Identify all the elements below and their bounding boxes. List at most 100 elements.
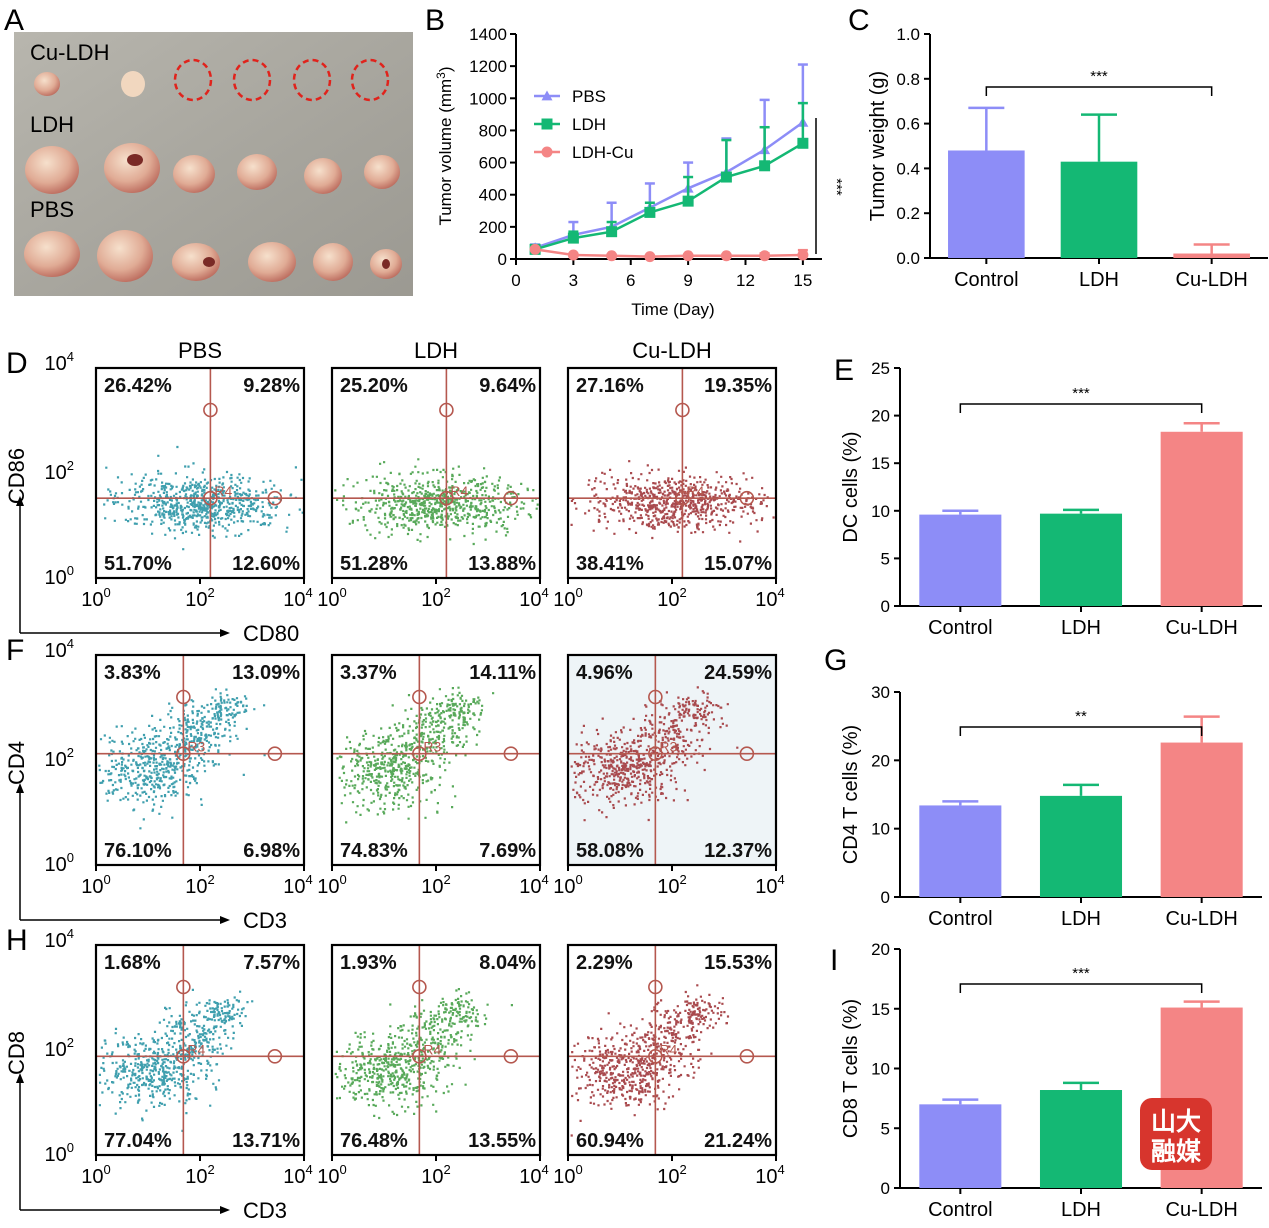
watermark-badge: [1140, 1098, 1212, 1170]
quadrant-lower-left: 76.48%: [340, 1130, 408, 1152]
x-tick-label: 100: [81, 1162, 110, 1188]
quadrant-upper-left: 25.20%: [340, 375, 408, 397]
quadrant-lower-right: 15.07%: [704, 553, 772, 575]
series-line-pbs: [534, 121, 804, 249]
y-tick-label: 0: [881, 1179, 890, 1198]
empty-tumor-circle: [173, 58, 213, 102]
gate-handle: [648, 746, 663, 762]
x-tick-label: 104: [519, 585, 548, 611]
tumor-volume-line-chart: B 0 200 400 600 800 1000 1200 1400 0 3 6 9 12 15 Time …: [425, 4, 845, 319]
y-tick-label: 10: [871, 1060, 890, 1079]
quadrant-lower-left: 76.10%: [104, 840, 172, 862]
watermark-line-1: 山大: [1151, 1107, 1201, 1136]
plot-frame: [566, 366, 778, 580]
y-tick-label: 20: [871, 940, 890, 959]
data-point: [682, 250, 694, 262]
tumor-pbs: [172, 243, 220, 281]
quadrant-upper-left: 26.42%: [104, 375, 172, 397]
quadrant-upper-left: 1.93%: [340, 952, 397, 974]
quadrant-upper-right: 14.11%: [469, 662, 536, 684]
tumor-pbs: [24, 231, 80, 277]
flow-column-title: LDH: [414, 338, 458, 363]
y-tick-label: 1000: [469, 89, 507, 108]
tumor-pbs: [248, 242, 296, 282]
data-point: [797, 137, 809, 149]
gate-label: R4: [686, 483, 704, 499]
x-arrow-head: [220, 629, 230, 637]
y-tick-label: 20: [871, 407, 890, 426]
tumor-pbs: [313, 243, 353, 281]
data-point: [720, 250, 732, 262]
scatter-events: [334, 988, 513, 1120]
gate-handle: [267, 746, 283, 762]
significance-label: ***: [1090, 68, 1108, 85]
gate-handle: [203, 490, 218, 506]
y-tick-label: 0: [881, 597, 890, 616]
x-tick-label: 6: [626, 271, 635, 290]
x-tick-label: 100: [553, 872, 582, 898]
x-tick-label: 104: [283, 585, 312, 611]
empty-tumor-circle: [292, 58, 332, 102]
tumor-ldh: [364, 155, 400, 189]
x-tick-label: 3: [569, 271, 578, 290]
gate-handle: [412, 746, 427, 762]
panel-label-e: E: [834, 354, 854, 387]
quadrant-upper-right: 9.64%: [479, 375, 536, 397]
bar-control: [919, 805, 1002, 897]
quadrant-lower-right: 7.69%: [479, 840, 536, 862]
flow-plot: R4 25.20% 9.64% 51.28% 13.88% 100 102 104: [317, 366, 549, 611]
tumor-weight-bar-chart: C 0.0 0.2 0.4 0.6 0.8 1.0 Control LDH Cu-LDH Tumo…: [848, 4, 1268, 291]
x-tick-label: 102: [657, 872, 686, 898]
empty-tumor-circle: [350, 58, 390, 102]
panel-label-c: C: [848, 4, 870, 37]
gate-handle: [648, 689, 663, 705]
y-tick-label: 0.0: [896, 249, 920, 268]
quadrant-lower-left: 51.70%: [104, 553, 172, 575]
row-label-cu-ldh: Cu-LDH: [30, 40, 109, 65]
gate-label: R4: [214, 483, 232, 499]
dc-cells-bar-chart: E 0 5 10 15 20 25 Control LDH Cu-LDH DC cells (%)…: [834, 354, 1262, 639]
tumor-pbs-spot: [382, 259, 390, 269]
gate-label: R4: [659, 1041, 677, 1057]
data-point: [644, 251, 656, 263]
tumor-ldh: [104, 143, 160, 193]
tumor-ldh: [25, 146, 79, 194]
flow-y-label: CD8: [4, 1031, 29, 1075]
y-tick-label: 1400: [469, 25, 507, 44]
quadrant-upper-left: 1.68%: [104, 952, 161, 974]
legend-label: PBS: [572, 87, 606, 106]
gate-handle: [648, 1049, 663, 1064]
x-tick-label: 100: [81, 872, 110, 898]
y-tick-label: 100: [45, 850, 74, 876]
gate-handle: [203, 402, 218, 418]
y-axis-label: CD8 T cells (%): [840, 999, 862, 1138]
quadrant-lower-left: 60.94%: [576, 1130, 644, 1152]
bar-ldh: [1039, 795, 1123, 897]
x-tick-label: 9: [683, 271, 692, 290]
data-point: [541, 90, 553, 101]
x-arrow-head: [220, 916, 230, 924]
quadrant-lower-right: 13.88%: [468, 553, 536, 575]
flow-plot: R3 4.96% 24.59% 58.08% 12.37% 100 102 104: [553, 653, 785, 898]
flow-plot: R4 1.68% 7.57% 77.04% 13.71% 100 102 104 104 102 1…: [45, 926, 313, 1188]
gate-handle: [439, 402, 454, 418]
quadrant-upper-left: 27.16%: [576, 375, 644, 397]
x-tick-label: 104: [519, 1162, 548, 1188]
y-tick-label: 5: [881, 1119, 890, 1138]
y-axis-label: Tumor weight (g): [867, 71, 889, 221]
panel-a: A Cu-LDH LDH PBS: [4, 4, 413, 296]
data-point: [644, 206, 656, 218]
y-tick-label: 0: [881, 888, 890, 907]
tumor-pbs-spot: [203, 257, 215, 267]
scatter-events: [334, 458, 539, 546]
quadrant-lower-right: 6.98%: [243, 840, 300, 862]
significance-label: ***: [828, 178, 845, 196]
quadrant-upper-right: 8.04%: [479, 952, 536, 974]
quadrant-lower-left: 51.28%: [340, 553, 408, 575]
gate-handle: [412, 979, 427, 995]
x-tick-label: 100: [317, 585, 346, 611]
bar-cu-ldh: [1160, 431, 1243, 606]
category-label: LDH: [1061, 617, 1101, 639]
x-tick-label: 102: [657, 1162, 686, 1188]
x-tick-label: 100: [553, 1162, 582, 1188]
